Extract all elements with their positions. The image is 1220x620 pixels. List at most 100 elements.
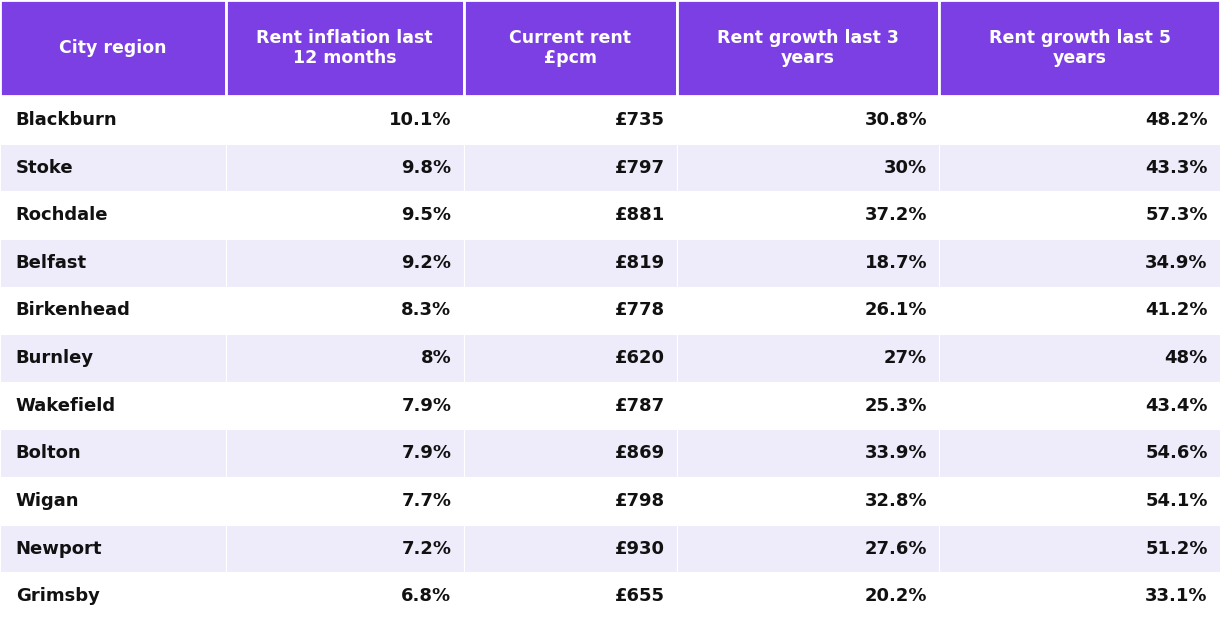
Bar [464,144,677,192]
Bar [226,286,464,334]
Text: Wakefield: Wakefield [16,397,116,415]
Bar [677,382,939,430]
Bar [464,0,677,96]
Bar [464,239,677,286]
Text: Wigan: Wigan [16,492,79,510]
Text: 9.8%: 9.8% [401,159,451,177]
Bar [939,334,1220,382]
Bar [677,239,939,286]
Bar [226,0,464,96]
Text: 7.9%: 7.9% [401,445,451,463]
Bar [226,239,464,286]
Text: £869: £869 [615,445,665,463]
Text: £620: £620 [615,349,665,367]
Text: 43.3%: 43.3% [1146,159,1208,177]
Text: £787: £787 [615,397,665,415]
Text: 48.2%: 48.2% [1146,111,1208,129]
Bar [226,572,464,620]
Text: Rochdale: Rochdale [16,206,109,224]
Bar [939,477,1220,525]
Text: 27%: 27% [884,349,927,367]
Text: Rent inflation last
12 months: Rent inflation last 12 months [256,29,433,68]
Text: £655: £655 [615,587,665,605]
Bar [226,430,464,477]
Bar [464,382,677,430]
Text: 9.2%: 9.2% [401,254,451,272]
Bar [464,286,677,334]
Bar [0,286,226,334]
Bar [464,525,677,572]
Bar [226,334,464,382]
Text: Blackburn: Blackburn [16,111,117,129]
Bar [226,144,464,192]
Text: 18.7%: 18.7% [865,254,927,272]
Bar [939,0,1220,96]
Bar [0,144,226,192]
Text: 41.2%: 41.2% [1146,301,1208,319]
Text: 7.2%: 7.2% [401,539,451,557]
Text: Newport: Newport [16,539,102,557]
Text: £798: £798 [615,492,665,510]
Text: 27.6%: 27.6% [865,539,927,557]
Text: 51.2%: 51.2% [1146,539,1208,557]
Text: City region: City region [59,39,167,57]
Text: £778: £778 [615,301,665,319]
Text: 48%: 48% [1165,349,1208,367]
Bar [0,525,226,572]
Text: 6.8%: 6.8% [401,587,451,605]
Text: Current rent
£pcm: Current rent £pcm [510,29,632,68]
Bar [226,477,464,525]
Text: Belfast: Belfast [16,254,87,272]
Text: 7.7%: 7.7% [401,492,451,510]
Text: 7.9%: 7.9% [401,397,451,415]
Text: 9.5%: 9.5% [401,206,451,224]
Bar [939,382,1220,430]
Text: Birkenhead: Birkenhead [16,301,131,319]
Text: 30%: 30% [884,159,927,177]
Text: 33.1%: 33.1% [1146,587,1208,605]
Bar [0,477,226,525]
Bar [939,430,1220,477]
Bar [0,192,226,239]
Bar [939,96,1220,144]
Bar [939,572,1220,620]
Bar [464,192,677,239]
Text: 8%: 8% [421,349,451,367]
Bar [226,96,464,144]
Text: 32.8%: 32.8% [865,492,927,510]
Bar [677,430,939,477]
Bar [939,525,1220,572]
Bar [0,239,226,286]
Bar [677,144,939,192]
Text: 20.2%: 20.2% [865,587,927,605]
Bar [939,239,1220,286]
Bar [677,0,939,96]
Bar [464,572,677,620]
Bar [939,286,1220,334]
Text: Bolton: Bolton [16,445,82,463]
Text: £819: £819 [615,254,665,272]
Bar [677,96,939,144]
Text: Rent growth last 3
years: Rent growth last 3 years [717,29,899,68]
Bar [226,382,464,430]
Text: 43.4%: 43.4% [1146,397,1208,415]
Text: Burnley: Burnley [16,349,94,367]
Text: 54.6%: 54.6% [1146,445,1208,463]
Bar [677,286,939,334]
Text: 26.1%: 26.1% [865,301,927,319]
Bar [464,334,677,382]
Text: £735: £735 [615,111,665,129]
Bar [0,96,226,144]
Text: 37.2%: 37.2% [865,206,927,224]
Text: 57.3%: 57.3% [1146,206,1208,224]
Bar [677,477,939,525]
Text: Grimsby: Grimsby [16,587,100,605]
Text: 54.1%: 54.1% [1146,492,1208,510]
Bar [0,0,226,96]
Bar [226,525,464,572]
Bar [0,334,226,382]
Bar [464,477,677,525]
Text: Rent growth last 5
years: Rent growth last 5 years [988,29,1171,68]
Text: £797: £797 [615,159,665,177]
Text: £930: £930 [615,539,665,557]
